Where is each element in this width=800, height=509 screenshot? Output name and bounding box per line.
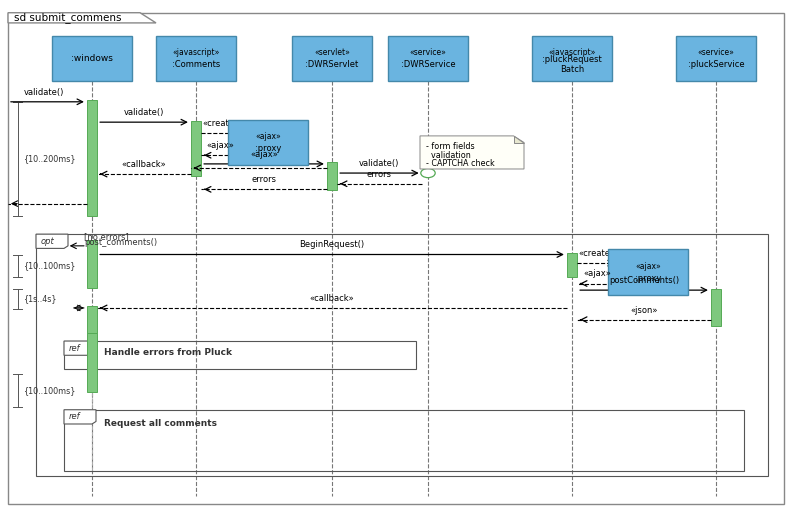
Text: opt: opt — [41, 237, 54, 246]
FancyBboxPatch shape — [608, 249, 688, 295]
Text: [no errors]: [no errors] — [84, 232, 129, 241]
Text: Handle errors from Pluck: Handle errors from Pluck — [104, 348, 232, 357]
FancyBboxPatch shape — [567, 253, 578, 277]
Text: BeginRequest(): BeginRequest() — [299, 240, 365, 249]
Text: «create»: «create» — [579, 249, 616, 258]
FancyBboxPatch shape — [86, 240, 98, 288]
Text: ref: ref — [69, 412, 81, 421]
FancyBboxPatch shape — [532, 36, 612, 81]
Text: «create»: «create» — [202, 119, 239, 128]
Text: {10..200ms}: {10..200ms} — [24, 155, 77, 163]
Text: «ajax»: «ajax» — [255, 132, 281, 141]
Text: validate(): validate() — [24, 88, 64, 97]
FancyBboxPatch shape — [86, 306, 98, 333]
Text: validate(): validate() — [124, 108, 164, 117]
Text: «ajax»: «ajax» — [206, 141, 234, 150]
FancyBboxPatch shape — [292, 36, 372, 81]
Circle shape — [421, 168, 435, 178]
FancyBboxPatch shape — [8, 13, 784, 504]
Text: - CAPTCHA check: - CAPTCHA check — [426, 159, 494, 168]
FancyBboxPatch shape — [190, 121, 202, 176]
FancyBboxPatch shape — [86, 333, 98, 392]
Text: post_comments(): post_comments() — [84, 238, 157, 247]
FancyBboxPatch shape — [711, 289, 722, 326]
Text: «ajax»: «ajax» — [635, 262, 661, 271]
Text: ref: ref — [69, 344, 81, 353]
Text: :pluckRequest
Batch: :pluckRequest Batch — [542, 55, 602, 74]
Text: :DWRServlet: :DWRServlet — [306, 60, 358, 69]
FancyBboxPatch shape — [156, 36, 236, 81]
Polygon shape — [64, 341, 96, 355]
Polygon shape — [8, 13, 156, 23]
FancyBboxPatch shape — [86, 100, 98, 216]
Polygon shape — [420, 136, 524, 169]
Text: «service»: «service» — [698, 48, 734, 57]
Text: {1s..4s}: {1s..4s} — [24, 295, 58, 303]
Polygon shape — [64, 410, 96, 424]
FancyBboxPatch shape — [326, 162, 338, 190]
Text: «ajax»: «ajax» — [583, 269, 611, 278]
Text: Request all comments: Request all comments — [104, 419, 217, 428]
FancyBboxPatch shape — [52, 36, 132, 81]
Text: «javascript»: «javascript» — [548, 48, 596, 57]
FancyBboxPatch shape — [228, 120, 308, 165]
Text: «ajax»: «ajax» — [250, 150, 278, 159]
Text: postComments(): postComments() — [609, 276, 679, 285]
Text: validate(): validate() — [359, 159, 399, 168]
Text: «json»: «json» — [630, 305, 658, 315]
Text: :DWRService: :DWRService — [401, 60, 455, 69]
Polygon shape — [514, 136, 524, 143]
Text: :proxy: :proxy — [635, 274, 661, 283]
Text: errors: errors — [367, 169, 392, 179]
Text: {10..100ms}: {10..100ms} — [24, 386, 76, 395]
Text: - form fields: - form fields — [426, 142, 474, 151]
Text: :pluckService: :pluckService — [688, 60, 744, 69]
Text: :proxy: :proxy — [255, 144, 281, 153]
Text: «service»: «service» — [410, 48, 446, 57]
Text: «callback»: «callback» — [122, 160, 166, 169]
FancyBboxPatch shape — [676, 36, 756, 81]
FancyBboxPatch shape — [388, 36, 468, 81]
Text: :windows: :windows — [71, 54, 113, 63]
Text: «servlet»: «servlet» — [314, 48, 350, 57]
Text: «callback»: «callback» — [310, 294, 354, 303]
Text: «javascript»: «javascript» — [172, 48, 220, 57]
Text: validation: validation — [426, 151, 470, 160]
Polygon shape — [36, 234, 68, 248]
Text: errors: errors — [251, 175, 277, 184]
Text: :Comments: :Comments — [172, 60, 220, 69]
Text: {10..100ms}: {10..100ms} — [24, 262, 76, 270]
Text: sd submit_commens: sd submit_commens — [14, 12, 122, 23]
